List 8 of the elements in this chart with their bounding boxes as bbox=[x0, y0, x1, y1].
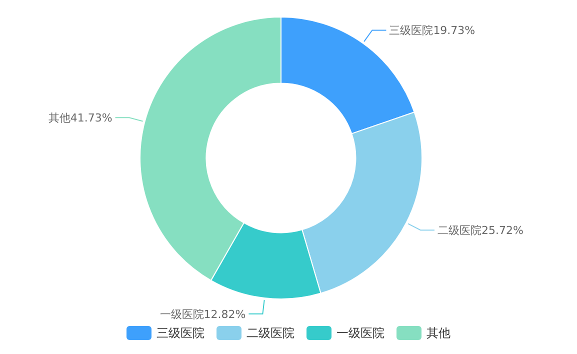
category-label: 其他41.73% bbox=[48, 112, 112, 125]
legend-label: 三级医院 bbox=[156, 326, 204, 340]
legend-label: 一级医院 bbox=[336, 326, 384, 340]
category-label: 二级医院25.72% bbox=[437, 224, 524, 237]
legend-label: 其他 bbox=[426, 326, 450, 340]
category-label: 三级医院19.73% bbox=[389, 24, 476, 38]
category-label: 一级医院12.82% bbox=[160, 308, 246, 321]
legend-label: 二级医院 bbox=[246, 326, 294, 340]
